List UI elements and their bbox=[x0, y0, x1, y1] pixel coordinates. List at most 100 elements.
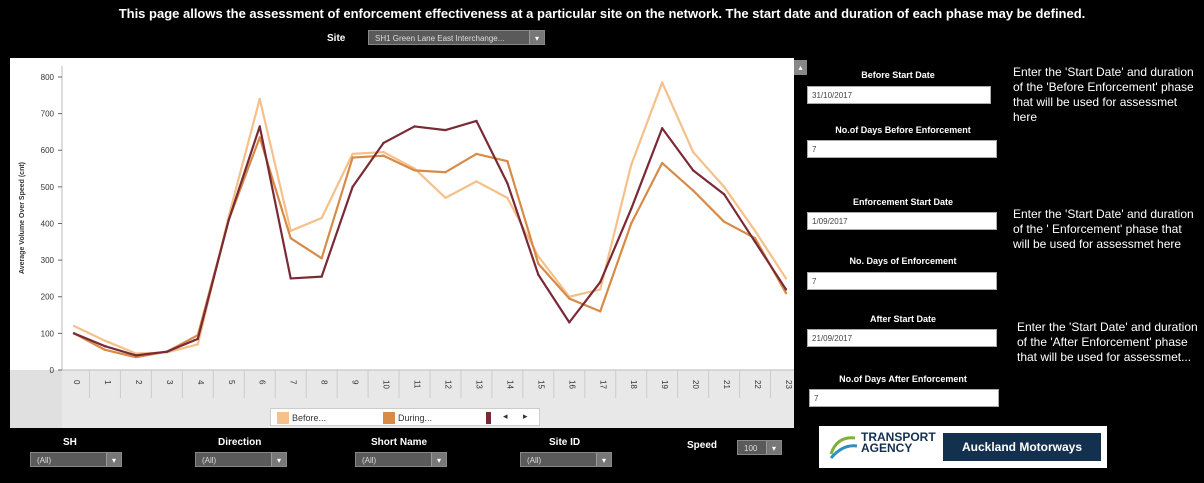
series-3-point bbox=[691, 169, 695, 172]
y-tick-label: 200 bbox=[41, 293, 55, 302]
chevron-down-icon[interactable]: ▾ bbox=[529, 31, 544, 44]
logo: TRANSPORT AGENCY Auckland Motorways bbox=[819, 426, 1107, 468]
logo-motorways-text: Auckland Motorways bbox=[943, 433, 1101, 461]
legend-next-icon[interactable]: ▸ bbox=[523, 411, 528, 421]
y-tick-label: 300 bbox=[41, 256, 55, 265]
x-tick-label: 6 bbox=[258, 380, 267, 385]
x-tick-label: 0 bbox=[72, 380, 81, 385]
page-title: This page allows the assessment of enfor… bbox=[118, 6, 1086, 21]
series-2-point bbox=[382, 154, 385, 157]
site-label: Site bbox=[327, 33, 346, 44]
enforcement-days-input[interactable]: 7 bbox=[807, 272, 997, 290]
series-line-3 bbox=[73, 119, 787, 357]
series-1-point bbox=[691, 150, 695, 154]
series-3-point bbox=[382, 141, 385, 145]
series-3-point bbox=[72, 332, 76, 335]
series-1-point bbox=[660, 81, 664, 84]
x-tick-label: 15 bbox=[536, 380, 545, 389]
chevron-down-icon[interactable]: ▾ bbox=[106, 453, 121, 466]
series-2-point bbox=[351, 156, 354, 159]
series-2-point bbox=[599, 310, 602, 313]
axis-corner bbox=[10, 370, 62, 428]
series-2-point bbox=[103, 348, 107, 352]
legend-prev-icon[interactable]: ◂ bbox=[503, 411, 508, 421]
series-1-point bbox=[351, 152, 354, 156]
chevron-down-icon[interactable]: ▾ bbox=[596, 453, 611, 466]
x-tick-label: 17 bbox=[598, 380, 607, 389]
filter-site-id-label: Site ID bbox=[549, 437, 581, 448]
y-tick-label: 100 bbox=[41, 329, 55, 338]
site-dropdown[interactable]: SH1 Green Lane East Interchange... ▾ bbox=[368, 30, 545, 45]
series-3-point bbox=[413, 125, 416, 128]
series-1-point bbox=[196, 343, 200, 346]
series-line-2 bbox=[73, 136, 787, 359]
nzta-logo-icon bbox=[829, 436, 858, 459]
series-1-point bbox=[784, 277, 788, 280]
filter-short-name-value: (All) bbox=[362, 456, 377, 465]
x-tick-label: 1 bbox=[103, 380, 112, 385]
series-3-point bbox=[475, 119, 478, 123]
filter-site-id-dropdown[interactable]: (All) ▾ bbox=[520, 452, 612, 467]
series-1-point bbox=[599, 288, 602, 291]
site-dropdown-value: SH1 Green Lane East Interchange... bbox=[375, 34, 505, 43]
before-help-text: Enter the 'Start Date' and duration of t… bbox=[1013, 65, 1194, 124]
series-2-point bbox=[722, 220, 726, 223]
legend-swatch-before bbox=[277, 412, 289, 424]
series-2-point bbox=[753, 236, 757, 240]
series-3-point bbox=[660, 127, 664, 130]
x-tick-label: 10 bbox=[382, 380, 391, 389]
series-3-point bbox=[537, 273, 540, 276]
series-line-1 bbox=[73, 81, 787, 355]
series-3-point bbox=[599, 280, 602, 284]
logo-agency-text: TRANSPORT AGENCY bbox=[861, 430, 936, 455]
chart-menu-icon[interactable]: ▴ bbox=[794, 60, 807, 75]
x-tick-label: 14 bbox=[505, 380, 514, 389]
filter-direction-dropdown[interactable]: (All) ▾ bbox=[195, 452, 287, 467]
series-2-point bbox=[568, 297, 571, 300]
enforcement-days-label: No. Days of Enforcement bbox=[849, 256, 957, 266]
before-start-date-input[interactable]: 31/10/2017 bbox=[807, 86, 991, 104]
legend-swatch-during bbox=[383, 412, 395, 424]
after-help-text: Enter the 'Start Date' and duration of t… bbox=[1017, 320, 1198, 364]
y-tick-label: 0 bbox=[50, 366, 55, 375]
chevron-down-icon[interactable]: ▾ bbox=[766, 441, 781, 454]
chevron-down-icon[interactable]: ▾ bbox=[271, 453, 286, 466]
series-3-point bbox=[289, 277, 292, 280]
x-tick-label: 5 bbox=[227, 380, 236, 385]
y-tick-label: 700 bbox=[41, 110, 55, 119]
speed-dropdown[interactable]: 100 ▾ bbox=[737, 440, 782, 455]
filter-short-name-dropdown[interactable]: (All) ▾ bbox=[355, 452, 447, 467]
enforcement-help-text: Enter the 'Start Date' and duration of t… bbox=[1013, 207, 1194, 251]
series-2-point bbox=[660, 161, 664, 165]
series-3-point bbox=[506, 182, 509, 185]
x-tick-label: 9 bbox=[351, 380, 360, 385]
after-start-date-input[interactable]: 21/09/2017 bbox=[807, 329, 997, 347]
filter-short-name-label: Short Name bbox=[371, 437, 428, 448]
series-1-point bbox=[753, 229, 757, 233]
series-2-point bbox=[444, 171, 447, 174]
series-1-point bbox=[258, 97, 261, 101]
after-days-input[interactable]: 7 bbox=[809, 389, 999, 407]
series-1-point bbox=[722, 185, 726, 189]
after-days-label: No.of Days After Enforcement bbox=[839, 374, 967, 384]
series-2-point bbox=[784, 291, 788, 295]
chevron-down-icon[interactable]: ▾ bbox=[431, 453, 446, 466]
series-1-point bbox=[537, 255, 540, 258]
x-tick-label: 23 bbox=[784, 380, 793, 389]
series-2-point bbox=[691, 189, 695, 192]
filter-site-id-value: (All) bbox=[527, 456, 542, 465]
filter-sh-label: SH bbox=[63, 437, 77, 448]
y-tick-label: 400 bbox=[41, 219, 55, 228]
filter-sh-value: (All) bbox=[37, 456, 52, 465]
filter-sh-dropdown[interactable]: (All) ▾ bbox=[30, 452, 122, 467]
before-days-input[interactable]: 7 bbox=[807, 140, 997, 158]
enforcement-start-label: Enforcement Start Date bbox=[852, 197, 954, 207]
enforcement-start-date-input[interactable]: 1/09/2017 bbox=[807, 212, 997, 230]
series-3-point bbox=[753, 240, 757, 244]
x-tick-label: 4 bbox=[196, 380, 205, 385]
series-2-point bbox=[320, 257, 323, 260]
chart-legend: Before... During... ◂ ▸ bbox=[270, 408, 540, 426]
x-tick-label: 3 bbox=[165, 380, 174, 385]
x-tick-label: 22 bbox=[753, 380, 762, 389]
